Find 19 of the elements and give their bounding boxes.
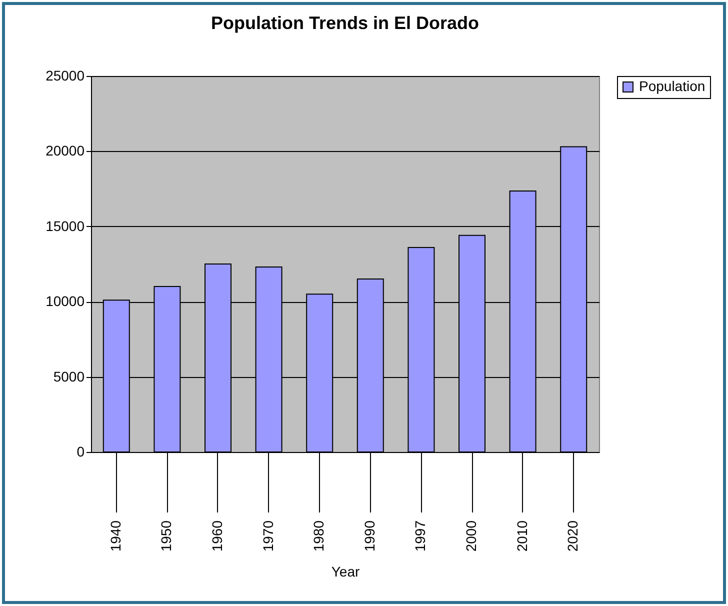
y-tick-label: 5000 [53, 368, 85, 384]
x-tick-label: 1950 [158, 520, 174, 552]
y-tick-label: 10000 [46, 293, 85, 310]
x-tick-label: 2020 [564, 520, 581, 552]
x-tick-label: 2010 [514, 520, 530, 552]
x-tick-label: 1970 [260, 520, 276, 552]
x-tick-label: 2000 [463, 520, 479, 552]
y-tick-label: 25000 [46, 68, 85, 84]
x-tick-label: 1980 [310, 520, 327, 552]
x-tick-label: 1960 [209, 520, 225, 552]
chart-title: Population Trends in El Dorado [210, 13, 480, 33]
legend-label: Population [639, 78, 706, 94]
y-tick-label: 15000 [46, 218, 85, 234]
y-tick-label: 20000 [46, 142, 85, 159]
x-tick-label: 1997 [412, 520, 428, 552]
x-tick-label: 1940 [107, 520, 124, 552]
y-tick-label: 0 [76, 444, 85, 460]
x-tick-label: 1990 [361, 520, 378, 552]
x-axis-title: Year [331, 564, 360, 580]
